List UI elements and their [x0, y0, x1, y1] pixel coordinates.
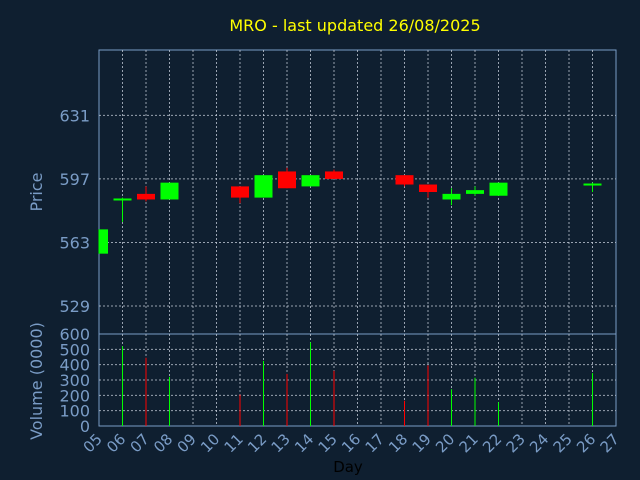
candle	[113, 197, 132, 222]
volume-y-tick-label: 400	[59, 356, 90, 375]
candle	[466, 186, 484, 196]
candle	[419, 184, 437, 198]
price-y-tick-label: 597	[59, 170, 90, 189]
volume-axis-label: Volume (0000)	[27, 322, 46, 440]
price-y-tick-label: 631	[59, 106, 90, 125]
candle-body	[442, 193, 461, 200]
candle	[301, 175, 320, 187]
candle-body	[325, 171, 343, 179]
x-axis-label: Day	[333, 458, 363, 476]
price-y-ticks: 529 563 597 631	[59, 106, 90, 316]
price-axis-label: Price	[27, 172, 46, 211]
candle	[231, 186, 249, 204]
candle-body	[137, 193, 155, 200]
volume-y-tick-label: 600	[59, 325, 90, 344]
volume-y-tick-label: 300	[59, 371, 90, 390]
candle	[325, 169, 343, 179]
candle	[254, 175, 273, 198]
candle-body	[113, 198, 132, 201]
x-ticks: 0506070809101112131415161718192021222324…	[80, 430, 623, 456]
candle-body	[99, 229, 108, 254]
chart-title: MRO - last updated 26/08/2025	[229, 16, 480, 35]
volume-bars	[122, 342, 593, 426]
candle-body	[489, 182, 508, 196]
candle-body	[301, 175, 320, 187]
candle	[278, 167, 296, 189]
candle	[98, 229, 108, 254]
candle-body	[466, 190, 484, 194]
candles	[98, 167, 602, 254]
candle	[489, 182, 508, 196]
candle-body	[160, 182, 179, 200]
candle-body	[419, 184, 437, 192]
candle-body	[231, 186, 249, 198]
candle-body	[254, 175, 273, 198]
price-panel: 529 563 597 631 Price	[27, 49, 617, 335]
volume-y-tick-label: 500	[59, 340, 90, 359]
price-y-tick-label: 529	[59, 297, 90, 316]
candle-body	[278, 171, 296, 189]
price-y-tick-label: 563	[59, 233, 90, 252]
candle	[137, 186, 155, 202]
candle-body	[583, 183, 602, 186]
candle	[583, 182, 602, 192]
candle-body	[395, 175, 414, 185]
candle	[442, 188, 461, 206]
candle	[395, 175, 414, 187]
candle	[160, 182, 179, 200]
volume-y-tick-label: 0	[80, 417, 90, 436]
volume-y-tick-label: 100	[59, 402, 90, 421]
volume-y-tick-label: 200	[59, 386, 90, 405]
